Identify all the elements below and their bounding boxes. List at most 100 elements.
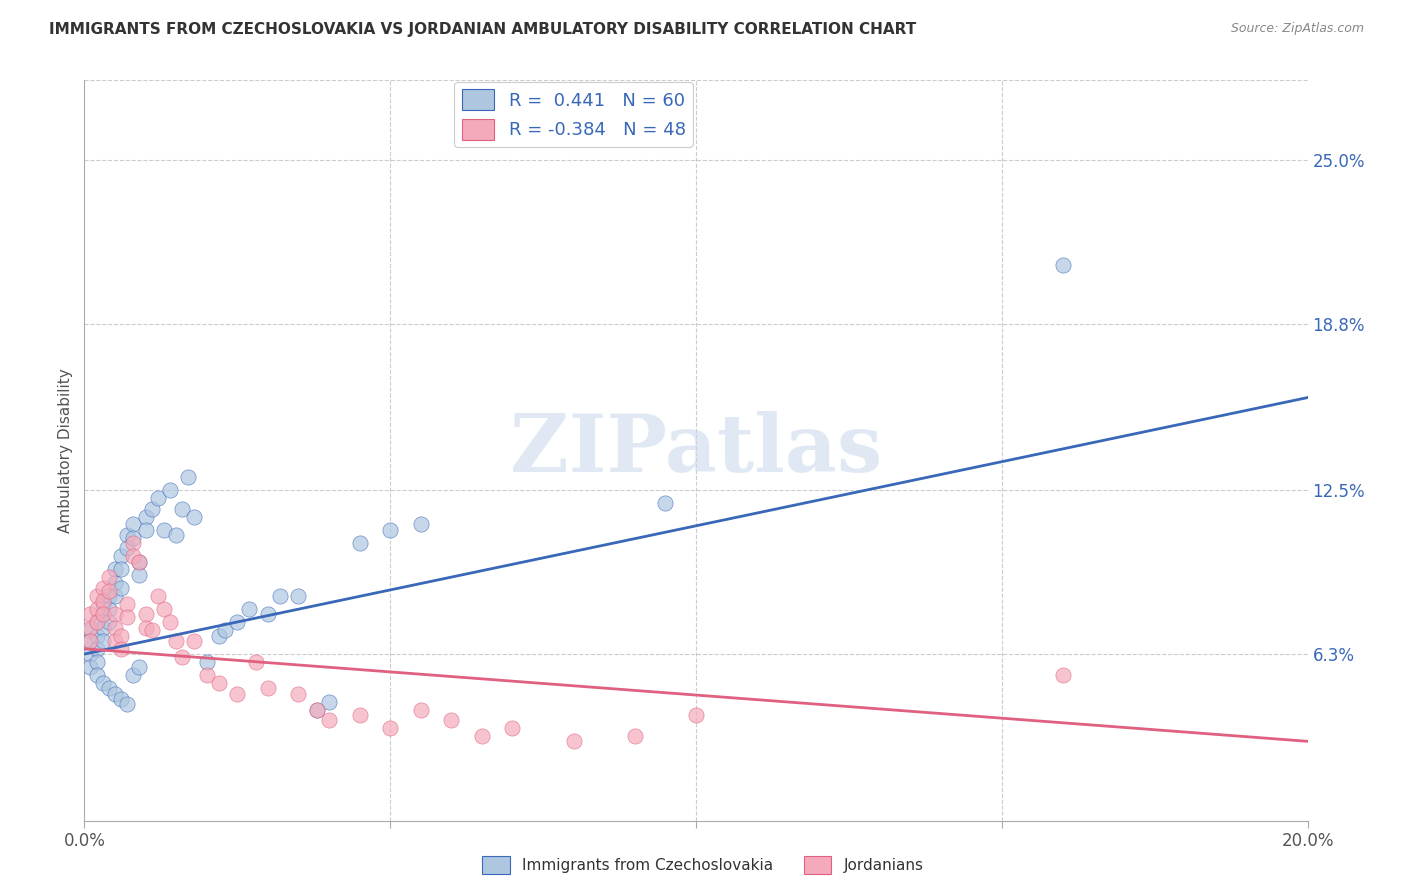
Point xyxy=(97,681,120,696)
Point xyxy=(86,655,108,669)
Point xyxy=(257,607,280,622)
Point xyxy=(104,589,127,603)
Point xyxy=(318,695,340,709)
Point xyxy=(91,676,114,690)
Point xyxy=(79,633,101,648)
Point xyxy=(79,633,101,648)
Point xyxy=(1052,668,1074,682)
Point xyxy=(86,668,108,682)
Point xyxy=(104,687,127,701)
Point xyxy=(195,668,218,682)
Point xyxy=(183,633,205,648)
Point xyxy=(153,523,176,537)
Point xyxy=(654,496,676,510)
Point xyxy=(91,621,114,635)
Point xyxy=(91,633,114,648)
Point xyxy=(128,555,150,569)
Point xyxy=(79,607,101,622)
Point xyxy=(245,655,267,669)
Point xyxy=(624,729,647,743)
Point xyxy=(208,676,231,690)
Point xyxy=(97,583,120,598)
Point xyxy=(86,615,108,630)
Point xyxy=(135,509,157,524)
Point xyxy=(409,517,432,532)
Point xyxy=(165,633,187,648)
Point xyxy=(110,581,132,595)
Point xyxy=(471,729,494,743)
Point xyxy=(159,615,181,630)
Point xyxy=(97,570,120,584)
Point xyxy=(380,721,402,735)
Point xyxy=(305,703,328,717)
Point xyxy=(128,567,150,582)
Point xyxy=(122,517,145,532)
Point xyxy=(177,470,200,484)
Point xyxy=(502,721,524,735)
Point xyxy=(110,562,132,576)
Point xyxy=(165,528,187,542)
Point xyxy=(122,531,145,545)
Point xyxy=(183,509,205,524)
Point xyxy=(104,607,127,622)
Point xyxy=(269,589,291,603)
Point xyxy=(153,602,176,616)
Point xyxy=(91,607,114,622)
Point xyxy=(115,698,138,712)
Point xyxy=(79,660,101,674)
Point xyxy=(287,589,309,603)
Point xyxy=(115,610,138,624)
Point xyxy=(86,615,108,630)
Point xyxy=(110,692,132,706)
Point xyxy=(79,621,101,635)
Point xyxy=(349,536,371,550)
Point xyxy=(141,624,163,638)
Point xyxy=(115,541,138,556)
Point xyxy=(226,687,249,701)
Point xyxy=(91,594,114,608)
Point xyxy=(86,628,108,642)
Point xyxy=(91,581,114,595)
Point xyxy=(1052,259,1074,273)
Point xyxy=(91,607,114,622)
Point xyxy=(122,536,145,550)
Point xyxy=(409,703,432,717)
Y-axis label: Ambulatory Disability: Ambulatory Disability xyxy=(58,368,73,533)
Point xyxy=(238,602,260,616)
Text: IMMIGRANTS FROM CZECHOSLOVAKIA VS JORDANIAN AMBULATORY DISABILITY CORRELATION CH: IMMIGRANTS FROM CZECHOSLOVAKIA VS JORDAN… xyxy=(49,22,917,37)
Point xyxy=(135,621,157,635)
Point xyxy=(97,615,120,630)
Point xyxy=(110,628,132,642)
Point xyxy=(146,491,169,505)
Point xyxy=(380,523,402,537)
Point xyxy=(97,602,120,616)
Point xyxy=(115,528,138,542)
Point xyxy=(97,589,120,603)
Point xyxy=(141,501,163,516)
Point xyxy=(226,615,249,630)
Point xyxy=(172,501,194,516)
Point xyxy=(79,624,101,638)
Point xyxy=(135,607,157,622)
Point xyxy=(104,621,127,635)
Text: ZIPatlas: ZIPatlas xyxy=(510,411,882,490)
Point xyxy=(440,713,463,727)
Point xyxy=(128,555,150,569)
Point xyxy=(104,575,127,590)
Point xyxy=(287,687,309,701)
Point xyxy=(91,597,114,611)
Point xyxy=(122,668,145,682)
Point xyxy=(135,523,157,537)
Point xyxy=(86,589,108,603)
Point xyxy=(110,641,132,656)
Point xyxy=(86,602,108,616)
Point xyxy=(104,633,127,648)
Point xyxy=(146,589,169,603)
Point xyxy=(86,641,108,656)
Point xyxy=(214,624,236,638)
Point xyxy=(159,483,181,497)
Point xyxy=(79,647,101,661)
Legend: R =  0.441   N = 60, R = -0.384   N = 48: R = 0.441 N = 60, R = -0.384 N = 48 xyxy=(454,82,693,147)
Point xyxy=(318,713,340,727)
Point xyxy=(110,549,132,564)
